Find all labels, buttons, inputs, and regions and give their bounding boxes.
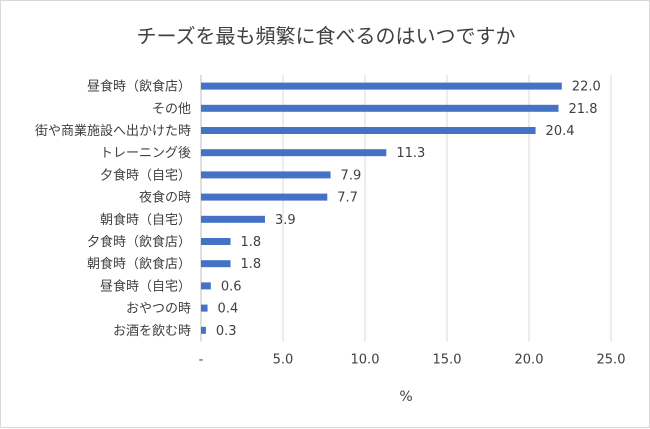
x-tick-label: -	[199, 352, 204, 367]
data-label: 0.6	[221, 279, 242, 294]
x-tick-label: 10.0	[351, 352, 380, 367]
bar	[201, 171, 331, 179]
bars	[201, 82, 562, 334]
data-label: 0.4	[218, 302, 239, 317]
data-label: 3.9	[275, 213, 296, 228]
data-label: 7.9	[341, 168, 362, 183]
x-tick-labels: - 5.0 10.0 15.0 20.0 25.0	[199, 352, 626, 367]
category-label: 朝食時（自宅）	[100, 212, 191, 228]
x-tick-label: 25.0	[597, 352, 626, 367]
data-label: 11.3	[396, 146, 425, 161]
bar	[201, 238, 231, 245]
chart-title: チーズを最も頻繁に食べるのはいつですか	[137, 24, 516, 48]
category-label: 夕食時（自宅）	[100, 167, 191, 183]
bar	[201, 215, 265, 223]
category-label: おやつの時	[126, 302, 191, 317]
bar	[201, 326, 206, 334]
x-axis-title: %	[399, 389, 412, 405]
x-tick-label: 5.0	[273, 352, 294, 367]
bar	[201, 282, 211, 290]
data-label: 22.0	[572, 80, 601, 95]
gridlines	[282, 75, 612, 342]
category-label: お酒を飲む時	[113, 323, 191, 339]
category-label: 昼食時（飲食店）	[87, 79, 191, 95]
bar	[201, 104, 559, 112]
category-label: 朝食時（飲食店）	[87, 256, 191, 272]
category-label: 夜食の時	[139, 190, 191, 206]
bar	[201, 304, 208, 312]
data-label: 0.3	[216, 324, 237, 339]
bar	[201, 127, 536, 134]
data-labels: 22.0 21.8 20.4 11.3 7.9 7.7 3.9 1.8 1.8 0.6 0.4 0.3	[216, 80, 601, 339]
data-label: 1.8	[241, 235, 262, 250]
data-label: 7.7	[337, 191, 358, 206]
bar	[201, 149, 387, 157]
bar	[201, 260, 231, 268]
x-tick-label: 15.0	[433, 352, 462, 367]
category-label: トレーニング後	[100, 146, 191, 161]
bar	[201, 193, 328, 201]
data-label: 20.4	[546, 124, 575, 139]
category-label: 昼食時（自宅）	[100, 278, 191, 294]
category-label: 街や商業施設へ出かけた時	[35, 123, 191, 139]
x-tick-label: 20.0	[515, 352, 544, 367]
category-label: その他	[152, 102, 191, 117]
category-label: 夕食時（飲食店）	[87, 234, 191, 250]
data-label: 21.8	[569, 102, 598, 117]
data-label: 1.8	[241, 257, 262, 272]
bar	[201, 82, 562, 90]
